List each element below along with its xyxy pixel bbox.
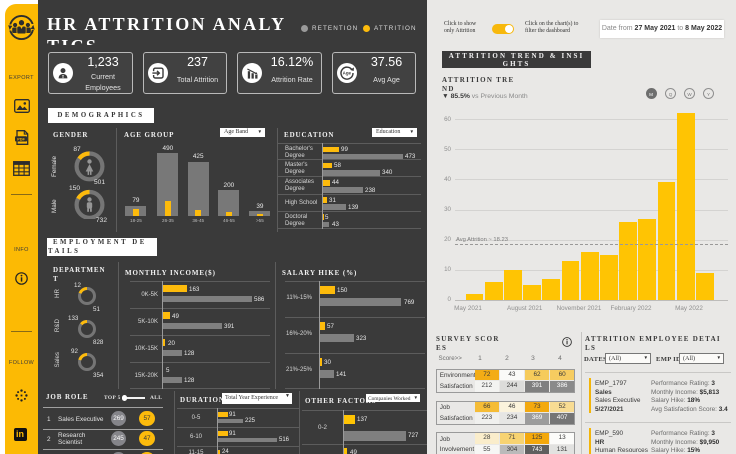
svg-text:PDF: PDF	[17, 137, 25, 141]
svg-text:Age: Age	[343, 71, 352, 76]
